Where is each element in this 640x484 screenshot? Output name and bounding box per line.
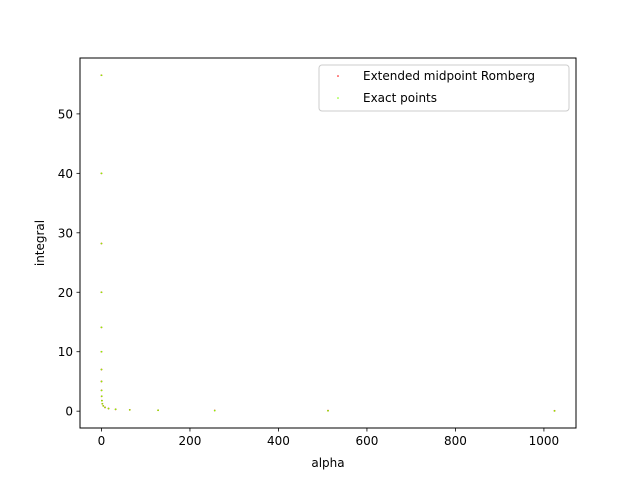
legend-marker-romberg [337,75,339,77]
exact-point [104,406,106,409]
x-tick-label: 1000 [529,434,560,448]
legend: Extended midpoint Romberg Exact points [318,64,570,112]
exact-point [114,408,117,411]
axes-frame [79,57,577,429]
x-tick-label: 600 [355,434,378,448]
y-axis-ticks: 0 10 20 30 40 50 [58,107,80,419]
y-axis-label: integral [33,220,47,266]
exact-point [107,407,110,410]
exact-point [100,389,103,392]
exact-point [100,380,103,383]
x-tick-label: 0 [98,434,106,448]
exact-point [128,409,131,411]
exact-point [100,350,103,353]
x-tick-label: 200 [178,434,201,448]
x-tick-label: 400 [267,434,290,448]
exact-point [102,405,105,407]
exact-point [101,399,103,402]
exact-point [553,410,556,412]
exact-point [100,74,103,77]
legend-marker-exact [337,97,339,99]
y-tick-label: 40 [58,167,73,181]
plot-area [80,58,576,428]
y-tick-label: 20 [58,286,73,300]
legend-label-exact: Exact points [363,91,437,105]
exact-point [213,409,216,412]
y-tick-label: 30 [58,226,73,240]
x-tick-label: 800 [444,434,467,448]
exact-point [100,242,103,245]
exact-point [100,291,103,294]
legend-box [318,64,570,112]
exact-point [327,409,329,412]
exact-point [157,409,159,412]
exact-point [101,402,104,405]
y-tick-label: 0 [65,405,73,419]
x-axis-label: alpha [311,456,344,470]
y-tick-label: 50 [58,107,73,121]
points-layer [100,74,556,412]
y-tick-label: 10 [58,345,73,359]
exact-point [100,368,103,371]
legend-label-romberg: Extended midpoint Romberg [363,69,535,83]
exact-point [100,172,103,175]
x-axis-ticks: 0 200 400 600 800 1000 [98,428,560,448]
exact-point [100,326,103,329]
exact-point [100,395,103,398]
